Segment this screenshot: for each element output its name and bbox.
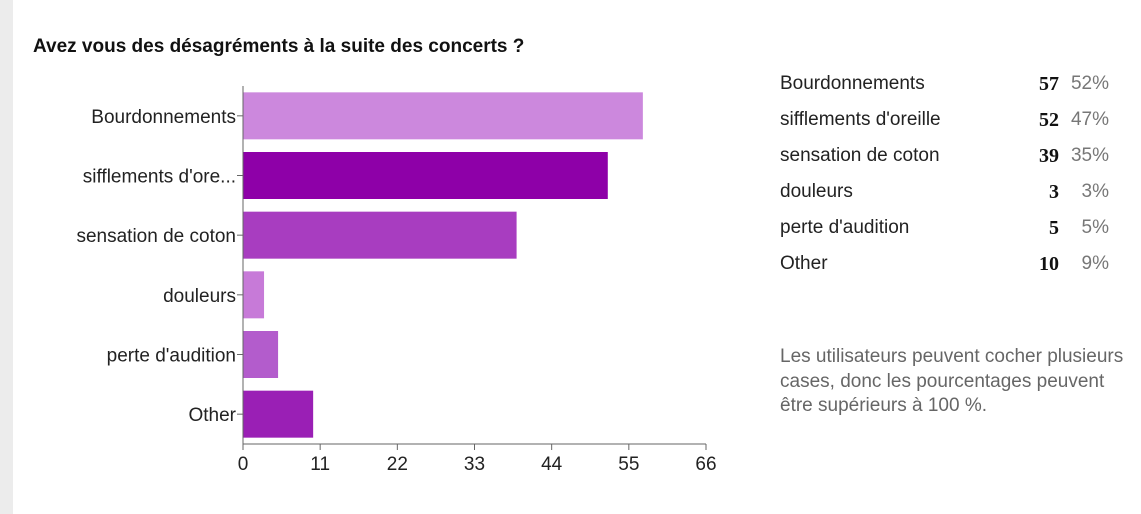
x-tick-label-4: 44 xyxy=(541,454,563,475)
summary-row: perte d'audition 5 5% xyxy=(780,210,1109,246)
left-border-strip xyxy=(0,0,13,514)
summary-count: 57 xyxy=(1039,72,1059,95)
multiple-choice-note: Les utilisateurs peuvent cocher plusieur… xyxy=(780,346,1124,416)
x-tick-label-5: 55 xyxy=(618,454,639,475)
bar-5 xyxy=(243,390,314,438)
x-tick-label-3: 33 xyxy=(464,454,485,475)
summary-label: Other xyxy=(780,253,828,274)
bar-chart: Bourdonnements sifflements d'ore... sensat… xyxy=(76,86,717,475)
bar-3 xyxy=(243,271,265,319)
response-summary-table: Bourdonnements 57 52% sifflements d'oreille… xyxy=(780,66,1109,282)
y-tick-label-3: douleurs xyxy=(163,286,236,307)
bar-1 xyxy=(243,152,608,199)
summary-count: 52 xyxy=(1039,108,1059,131)
summary-count: 5 xyxy=(1049,216,1059,239)
y-tick-label-4: perte d'audition xyxy=(107,346,236,367)
y-tick-label-0: Bourdonnements xyxy=(91,107,236,128)
summary-row: Bourdonnements 57 52% xyxy=(780,66,1109,102)
y-tick-label-5: Other xyxy=(188,405,236,426)
bar-0 xyxy=(243,92,643,140)
summary-label: sifflements d'oreille xyxy=(780,109,941,130)
x-tick-label-2: 22 xyxy=(387,454,408,475)
summary-percent: 35% xyxy=(1070,145,1109,166)
summary-percent: 5% xyxy=(1081,217,1109,238)
summary-label: sensation de coton xyxy=(780,145,940,166)
summary-percent: 3% xyxy=(1081,181,1109,202)
y-tick-label-2: sensation de coton xyxy=(76,226,236,247)
summary-row: sifflements d'oreille 52 47% xyxy=(780,102,1109,138)
summary-row: douleurs 3 3% xyxy=(780,174,1109,210)
summary-label: perte d'audition xyxy=(780,217,910,238)
summary-count: 39 xyxy=(1039,144,1059,167)
x-tick-label-6: 66 xyxy=(695,454,716,475)
summary-row: Other 10 9% xyxy=(780,246,1109,282)
summary-label: douleurs xyxy=(780,181,853,202)
summary-percent: 9% xyxy=(1081,253,1109,274)
summary-count: 10 xyxy=(1039,252,1059,275)
summary-percent: 47% xyxy=(1070,109,1109,130)
bar-2 xyxy=(243,211,517,259)
summary-count: 3 xyxy=(1049,180,1059,203)
y-tick-label-1: sifflements d'ore... xyxy=(83,167,236,188)
x-tick-label-0: 0 xyxy=(238,454,249,475)
chart-title: Avez vous des désagréments à la suite de… xyxy=(33,36,525,57)
summary-row: sensation de coton 39 35% xyxy=(780,138,1109,174)
x-tick-label-1: 11 xyxy=(310,454,330,475)
bar-4 xyxy=(243,331,279,378)
summary-percent: 52% xyxy=(1070,73,1109,94)
summary-label: Bourdonnements xyxy=(780,73,925,94)
